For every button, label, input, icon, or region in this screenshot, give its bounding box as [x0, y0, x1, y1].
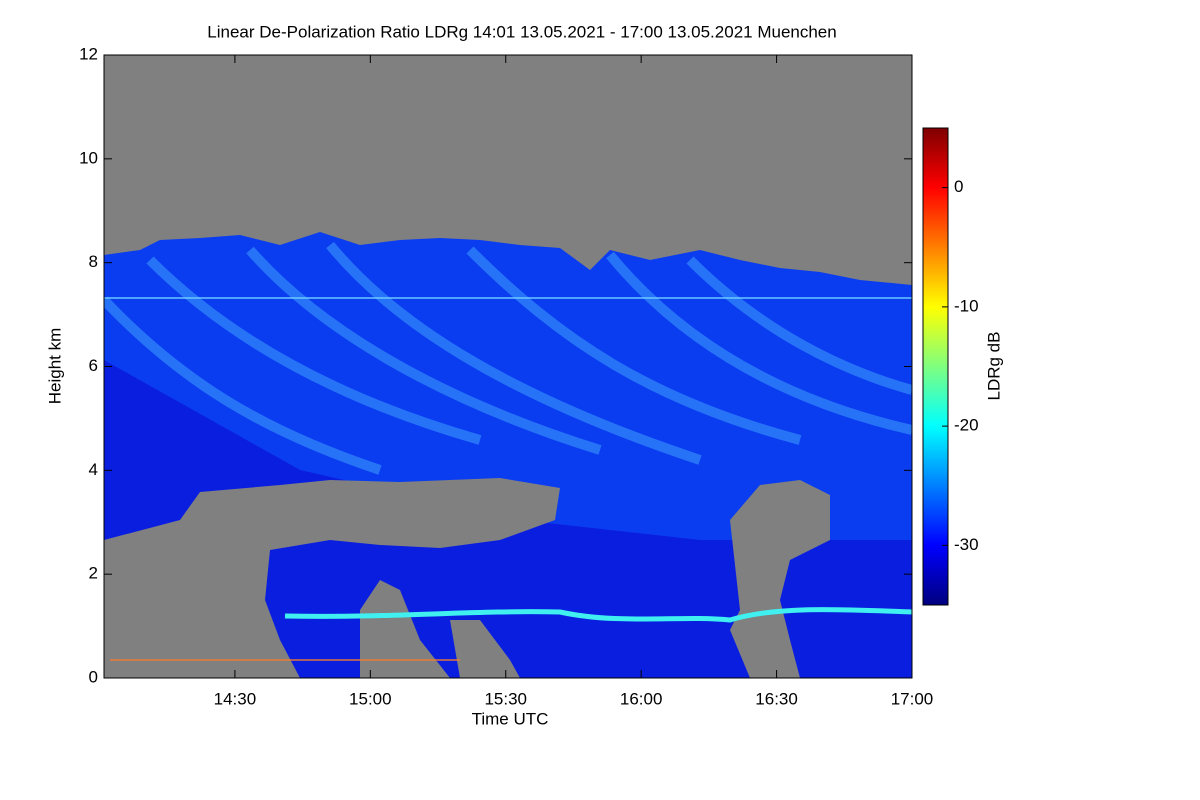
x-tick-label: 14:30 — [214, 689, 257, 708]
chart-title: Linear De-Polarization Ratio LDRg 14:01 … — [207, 22, 836, 41]
heatmap-image — [104, 55, 912, 678]
y-tick-label: 0 — [89, 667, 98, 686]
y-tick-label: 8 — [89, 252, 98, 271]
y-tick-label: 10 — [79, 148, 98, 167]
y-axis-label: Height km — [45, 328, 64, 405]
y-tick-label: 6 — [89, 356, 98, 375]
colorbar-tick-label: -10 — [954, 296, 979, 315]
y-tick-label: 12 — [79, 44, 98, 63]
colorbar-label: LDRg dB — [984, 332, 1003, 401]
y-tick-label: 2 — [89, 564, 98, 583]
x-tick-label: 16:00 — [620, 689, 663, 708]
colorbar-tick-label: 0 — [954, 177, 963, 196]
y-tick-label: 4 — [89, 460, 98, 479]
x-tick-label: 15:30 — [484, 689, 527, 708]
x-tick-label: 15:00 — [349, 689, 392, 708]
colorbar — [922, 127, 949, 606]
x-tick-label: 16:30 — [755, 689, 798, 708]
x-axis-label: Time UTC — [472, 709, 549, 728]
colorbar-tick-label: -30 — [954, 535, 979, 554]
x-tick-label: 17:00 — [891, 689, 934, 708]
colorbar-tick-label: -20 — [954, 416, 979, 435]
